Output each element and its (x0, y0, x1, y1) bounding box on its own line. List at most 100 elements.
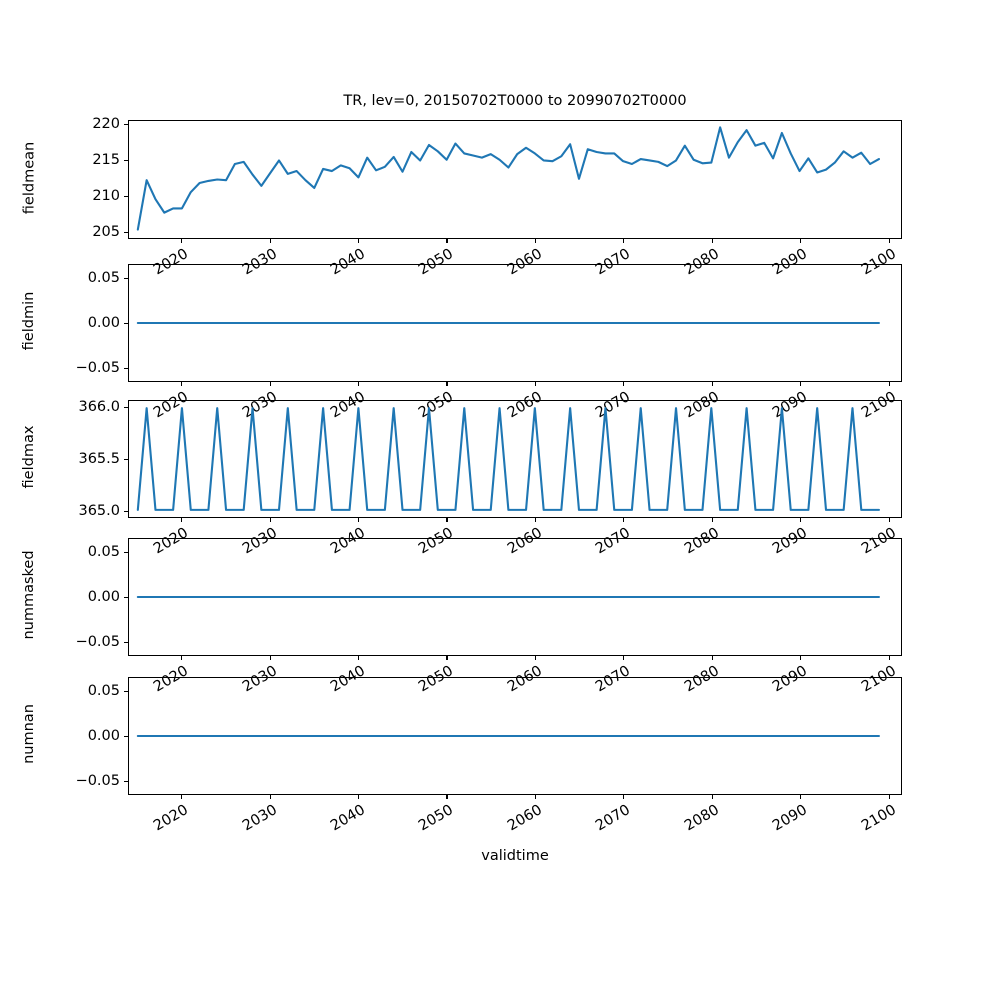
x-tick-mark (269, 656, 271, 660)
subplot-fieldmin (128, 264, 902, 382)
y-tick-mark (124, 277, 128, 279)
y-tick-mark (124, 195, 128, 198)
subplot-numnan (128, 677, 902, 795)
y-tick-mark (124, 781, 128, 783)
x-tick-mark (357, 795, 360, 799)
x-tick-mark (534, 382, 536, 386)
x-tick-label: 2080 (681, 802, 722, 835)
x-tick-mark (534, 518, 536, 522)
x-tick-mark (181, 239, 183, 243)
x-tick-mark (534, 239, 536, 243)
y-axis-label-nummasked: nummasked (21, 550, 37, 640)
x-tick-mark (534, 795, 536, 799)
figure-title: TR, lev=0, 20150702T0000 to 20990702T000… (343, 93, 687, 109)
y-tick-mark (124, 690, 128, 692)
x-tick-mark (357, 382, 360, 386)
x-tick-mark (181, 795, 183, 799)
x-tick-mark (800, 239, 802, 243)
y-tick-label: 220 (92, 116, 120, 133)
y-axis-label-fieldmin: fieldmin (21, 291, 37, 351)
y-tick-mark (124, 323, 128, 325)
y-tick-mark (124, 736, 128, 738)
y-tick-label: 0.05 (87, 543, 120, 560)
x-tick-label: 2030 (239, 802, 280, 835)
subplot-nummasked (128, 538, 902, 656)
x-tick-mark (711, 795, 713, 799)
x-tick-mark (181, 518, 183, 522)
x-tick-mark (269, 239, 271, 243)
x-tick-mark (269, 518, 271, 522)
x-tick-mark (446, 656, 448, 660)
x-tick-mark (357, 656, 360, 660)
x-tick-mark (269, 382, 271, 386)
x-tick-mark (711, 382, 713, 386)
x-tick-mark (800, 795, 802, 799)
y-tick-mark (124, 231, 128, 233)
x-tick-mark (623, 382, 625, 386)
y-tick-label: 0.00 (87, 315, 120, 331)
data-line-fieldmean (138, 127, 879, 229)
y-tick-label: 366.0 (78, 399, 120, 416)
y-axis-label-fieldmax: fieldmax (21, 425, 37, 489)
x-tick-mark (800, 382, 802, 386)
y-tick-label: 205 (92, 223, 120, 240)
x-tick-mark (181, 656, 183, 660)
y-tick-mark (124, 551, 128, 553)
y-tick-mark (124, 124, 128, 126)
x-tick-mark (446, 239, 448, 243)
y-tick-label: 365.0 (78, 502, 120, 519)
x-tick-mark (357, 518, 360, 522)
y-tick-label: −0.05 (75, 360, 120, 377)
x-tick-mark (446, 382, 448, 386)
x-tick-mark (888, 795, 890, 799)
x-tick-mark (446, 518, 448, 522)
y-tick-label: −0.05 (75, 634, 120, 651)
x-axis-label: validtime (481, 848, 549, 864)
y-tick-label: 215 (92, 152, 120, 169)
x-tick-mark (623, 518, 625, 522)
x-tick-mark (181, 382, 183, 386)
x-tick-mark (888, 382, 890, 386)
x-tick-mark (357, 239, 360, 243)
x-tick-label: 2090 (770, 802, 811, 835)
x-tick-label: 2040 (328, 802, 368, 835)
x-tick-label: 2070 (593, 802, 634, 835)
y-axis-label-fieldmean: fieldmean (21, 141, 37, 214)
x-tick-mark (800, 518, 802, 522)
data-line-fieldmax (138, 408, 879, 510)
y-tick-label: 210 (92, 187, 120, 204)
y-tick-label: 0.00 (87, 589, 120, 605)
y-tick-mark (124, 597, 128, 599)
y-tick-label: 0.05 (87, 269, 120, 286)
x-tick-mark (534, 656, 536, 660)
y-tick-mark (124, 510, 128, 512)
x-tick-mark (888, 239, 890, 243)
x-tick-label: 2100 (858, 802, 899, 835)
x-tick-label: 2020 (151, 802, 192, 835)
x-tick-mark (711, 518, 713, 522)
x-tick-mark (623, 239, 625, 243)
y-tick-mark (124, 160, 128, 162)
y-tick-mark (124, 459, 128, 461)
y-tick-label: 365.5 (78, 451, 120, 467)
x-tick-mark (623, 656, 625, 660)
x-tick-mark (623, 795, 625, 799)
y-tick-mark (124, 368, 128, 370)
x-tick-mark (888, 656, 890, 660)
x-tick-mark (269, 795, 271, 799)
x-tick-mark (800, 656, 802, 660)
y-axis-label-numnan: numnan (21, 704, 37, 764)
subplot-fieldmean (128, 120, 902, 239)
x-tick-mark (711, 239, 713, 243)
subplot-fieldmax (128, 400, 902, 518)
x-tick-mark (711, 656, 713, 660)
y-tick-label: 0.05 (87, 682, 120, 699)
x-tick-mark (446, 795, 448, 799)
y-tick-label: 0.00 (87, 728, 120, 744)
y-tick-mark (124, 642, 128, 644)
x-tick-label: 2060 (504, 802, 545, 835)
x-tick-mark (888, 518, 890, 522)
x-tick-label: 2050 (416, 802, 457, 835)
y-tick-label: −0.05 (75, 773, 120, 790)
